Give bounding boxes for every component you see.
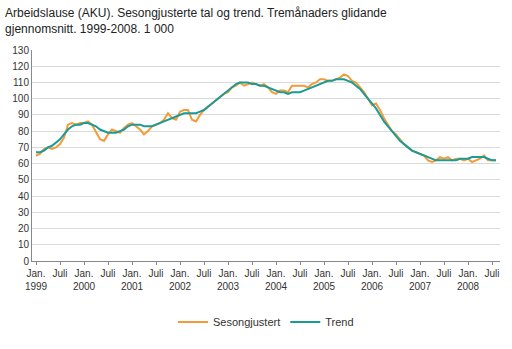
svg-text:0: 0 [23,256,29,267]
svg-text:Juli: Juli [52,268,67,279]
svg-text:Juli: Juli [436,268,451,279]
svg-text:Jan.2002: Jan.2002 [169,268,192,292]
svg-text:110: 110 [13,77,29,88]
svg-text:Jan.2001: Jan.2001 [121,268,144,292]
svg-text:10: 10 [18,239,30,250]
svg-text:Juli: Juli [292,268,307,279]
svg-text:Jan.2006: Jan.2006 [361,268,384,292]
svg-text:Juli: Juli [244,268,259,279]
svg-text:Arbeidslause (AKU). Sesongjust: Arbeidslause (AKU). Sesongjusterte tal o… [5,6,387,36]
svg-text:90: 90 [18,109,30,120]
svg-text:30: 30 [18,207,30,218]
svg-text:Jan.2003: Jan.2003 [217,268,240,292]
svg-text:Juli: Juli [196,268,211,279]
svg-text:Jan.2005: Jan.2005 [313,268,336,292]
svg-text:Jan.1999: Jan.1999 [25,268,48,292]
svg-text:50: 50 [18,174,30,185]
svg-text:Juli: Juli [340,268,355,279]
svg-text:Sesongjustert: Sesongjustert [213,316,280,328]
svg-text:120: 120 [12,61,29,72]
svg-text:100: 100 [12,93,29,104]
svg-text:60: 60 [18,158,30,169]
svg-text:80: 80 [18,126,30,137]
svg-text:Jan.2000: Jan.2000 [73,268,96,292]
svg-text:20: 20 [18,223,30,234]
svg-text:130: 130 [12,45,29,56]
svg-text:40: 40 [18,191,30,202]
svg-text:Jan.2004: Jan.2004 [265,268,288,292]
svg-text:Jan.2007: Jan.2007 [409,268,432,292]
svg-text:Jan.2008: Jan.2008 [457,268,480,292]
svg-text:Juli: Juli [484,268,499,279]
svg-text:Juli: Juli [148,268,163,279]
svg-text:Juli: Juli [388,268,403,279]
svg-text:70: 70 [18,142,30,153]
svg-text:Juli: Juli [100,268,115,279]
svg-text:Trend: Trend [325,316,353,328]
